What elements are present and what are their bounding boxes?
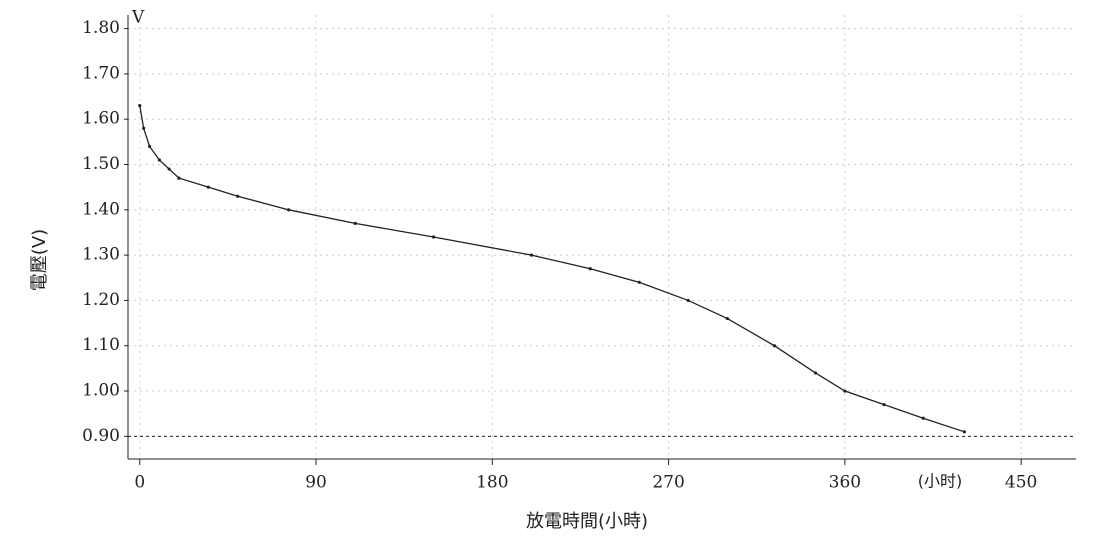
y-tick-label: 1.50 — [82, 154, 120, 174]
y-tick-label: 1.40 — [82, 199, 120, 219]
point — [921, 416, 925, 420]
point — [177, 176, 181, 180]
line — [139, 105, 965, 433]
x-tick-label: 450 — [1005, 473, 1037, 493]
x-axis-title: 放電時間(小時) — [526, 511, 648, 532]
y-tick-label: 1.60 — [82, 109, 120, 129]
point — [287, 208, 291, 212]
point — [843, 389, 847, 393]
y-unit: V — [131, 8, 145, 28]
y-tick-label: 1.80 — [82, 18, 120, 38]
y-tick-label: 1.20 — [82, 290, 120, 310]
point — [167, 167, 171, 171]
x-tick-label: 90 — [305, 473, 327, 493]
y-tick-label: 1.30 — [82, 245, 120, 265]
point — [686, 298, 690, 303]
point — [353, 221, 357, 226]
point — [138, 104, 142, 108]
x-tick-label: 180 — [476, 473, 508, 493]
point — [157, 158, 161, 162]
y-tick-label: 1.70 — [82, 63, 120, 83]
point — [725, 316, 729, 321]
point — [431, 235, 436, 239]
y-tick-label: 0.90 — [82, 426, 120, 446]
y-axis-title: 電壓(V) — [29, 229, 50, 291]
point — [962, 430, 966, 434]
x-tick-label: 360 — [829, 473, 861, 493]
point — [529, 253, 534, 257]
point — [206, 185, 210, 189]
point — [588, 267, 592, 271]
y-tick-label: 1.10 — [82, 335, 120, 355]
y-tick-label: 1.00 — [82, 381, 120, 401]
point — [882, 403, 886, 407]
point — [772, 344, 776, 348]
x-unit: (小时) — [918, 472, 963, 491]
x-tick-label: 0 — [134, 473, 145, 493]
point — [236, 194, 240, 198]
point — [147, 144, 152, 148]
x-tick-label: 270 — [652, 473, 684, 493]
point — [813, 371, 818, 375]
point — [142, 126, 146, 130]
point — [637, 280, 641, 284]
